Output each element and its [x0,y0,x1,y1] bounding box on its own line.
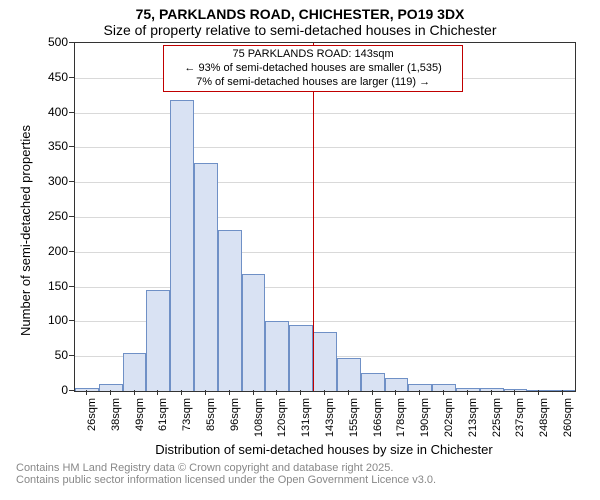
x-tick-mark [300,390,301,395]
x-tick-mark [395,390,396,395]
x-tick-mark [348,390,349,395]
x-tick-label: 49sqm [134,398,146,438]
x-tick-label: 155sqm [348,398,360,438]
x-tick-label: 178sqm [395,398,407,438]
histogram-bar [265,321,289,391]
x-tick-label: 73sqm [181,398,193,438]
y-tick-mark [69,146,74,147]
x-tick-label: 26sqm [86,398,98,438]
x-tick-label: 131sqm [300,398,312,438]
title-line2: Size of property relative to semi-detach… [0,22,600,38]
y-tick-label: 400 [40,105,68,119]
x-tick-label: 38sqm [110,398,122,438]
x-tick-label: 120sqm [276,398,288,438]
x-tick-mark [134,390,135,395]
x-tick-label: 237sqm [514,398,526,438]
reference-line [313,43,314,391]
x-tick-mark [562,390,563,395]
y-tick-label: 100 [40,313,68,327]
footer-line2: Contains public sector information licen… [16,474,600,486]
x-tick-label: 108sqm [253,398,265,438]
y-tick-label: 300 [40,174,68,188]
annotation-line1: 75 PARKLANDS ROAD: 143sqm [170,48,456,62]
y-tick-label: 450 [40,70,68,84]
x-tick-mark [324,390,325,395]
y-tick-mark [69,77,74,78]
x-tick-label: 190sqm [419,398,431,438]
x-tick-label: 96sqm [229,398,241,438]
x-tick-label: 85sqm [205,398,217,438]
histogram-plot [74,42,576,392]
x-axis-label: Distribution of semi-detached houses by … [74,442,574,457]
histogram-bar [218,230,242,391]
x-tick-label: 213sqm [467,398,479,438]
x-tick-label: 260sqm [562,398,574,438]
x-tick-mark [157,390,158,395]
y-tick-label: 50 [40,348,68,362]
histogram-bar [313,332,337,391]
histogram-bar [123,353,147,391]
histogram-bar [146,290,170,391]
y-tick-mark [69,355,74,356]
gridline [75,182,575,183]
x-tick-mark [86,390,87,395]
y-tick-mark [69,286,74,287]
x-tick-mark [253,390,254,395]
y-tick-mark [69,181,74,182]
y-tick-mark [69,320,74,321]
histogram-bar [194,163,218,391]
y-tick-mark [69,42,74,43]
histogram-bar [75,388,99,391]
x-tick-mark [181,390,182,395]
x-tick-label: 166sqm [372,398,384,438]
x-tick-mark [229,390,230,395]
x-tick-mark [372,390,373,395]
footer-line1: Contains HM Land Registry data © Crown c… [16,462,600,474]
annotation-line3: 7% of semi-detached houses are larger (1… [170,76,456,90]
gridline [75,252,575,253]
histogram-bar [289,325,313,391]
gridline [75,113,575,114]
y-tick-label: 150 [40,279,68,293]
x-tick-mark [538,390,539,395]
x-tick-label: 143sqm [324,398,336,438]
x-tick-label: 202sqm [443,398,455,438]
x-tick-label: 225sqm [491,398,503,438]
histogram-bar [361,373,385,391]
gridline [75,217,575,218]
x-tick-mark [514,390,515,395]
gridline [75,147,575,148]
x-tick-mark [491,390,492,395]
x-tick-mark [419,390,420,395]
gridline [75,287,575,288]
histogram-bar [242,274,266,391]
x-tick-label: 248sqm [538,398,550,438]
reference-annotation: 75 PARKLANDS ROAD: 143sqm ← 93% of semi-… [163,45,463,92]
chart-title: 75, PARKLANDS ROAD, CHICHESTER, PO19 3DX… [0,0,600,38]
histogram-bar [337,358,361,391]
y-axis-label: Number of semi-detached properties [18,125,33,336]
x-tick-mark [467,390,468,395]
title-line1: 75, PARKLANDS ROAD, CHICHESTER, PO19 3DX [0,6,600,22]
y-tick-mark [69,251,74,252]
histogram-bar [170,100,194,391]
y-tick-label: 250 [40,209,68,223]
x-tick-label: 61sqm [157,398,169,438]
x-tick-mark [443,390,444,395]
y-tick-label: 200 [40,244,68,258]
y-tick-mark [69,216,74,217]
y-tick-label: 500 [40,35,68,49]
y-tick-mark [69,112,74,113]
y-tick-mark [69,390,74,391]
y-tick-label: 0 [40,383,68,397]
x-tick-mark [110,390,111,395]
y-tick-label: 350 [40,139,68,153]
x-tick-mark [276,390,277,395]
footer: Contains HM Land Registry data © Crown c… [0,462,600,486]
x-tick-mark [205,390,206,395]
annotation-line2: ← 93% of semi-detached houses are smalle… [170,62,456,76]
